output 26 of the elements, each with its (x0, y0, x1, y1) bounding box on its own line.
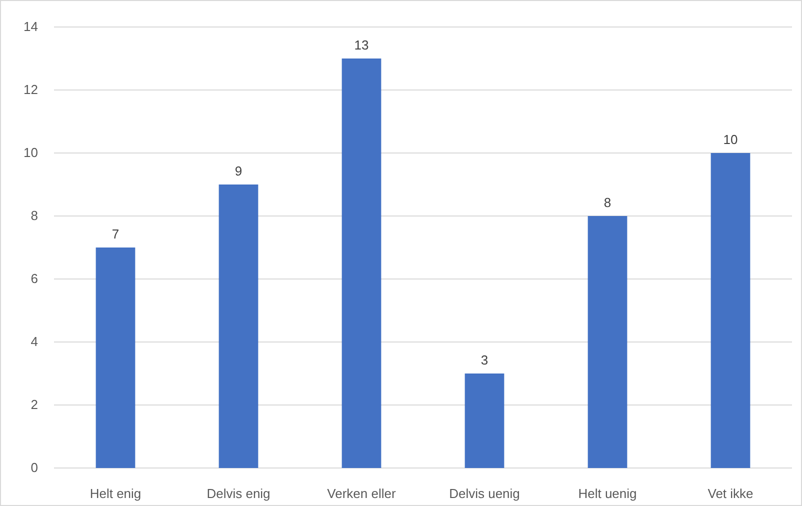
y-tick-label: 0 (30, 460, 38, 475)
x-tick-label: Delvis uenig (449, 486, 520, 501)
data-label: 7 (112, 226, 120, 242)
y-tick-label: 10 (24, 145, 38, 160)
data-label: 9 (234, 164, 242, 178)
y-tick-label: 14 (24, 19, 38, 34)
bar (588, 216, 628, 468)
bar (710, 153, 750, 468)
y-tick-label: 2 (30, 397, 38, 412)
bar (464, 374, 504, 468)
x-tick-label: Helt uenig (578, 486, 637, 501)
x-tick-label: Delvis enig (206, 486, 270, 501)
bar (218, 184, 258, 468)
y-tick-label: 4 (30, 334, 38, 349)
x-tick-label: Verken eller (327, 486, 396, 501)
y-tick-label: 12 (24, 82, 38, 97)
y-tick-label: 8 (30, 208, 38, 223)
bar (96, 248, 136, 468)
bar (342, 58, 382, 468)
y-tick-label: 6 (30, 271, 38, 286)
data-label: 3 (480, 352, 488, 368)
data-label: 10 (723, 132, 738, 147)
x-tick-label: Vet ikke (708, 486, 754, 501)
x-tick-label: Helt enig (90, 486, 142, 501)
data-label: 8 (604, 195, 612, 210)
data-label: 13 (354, 38, 369, 52)
